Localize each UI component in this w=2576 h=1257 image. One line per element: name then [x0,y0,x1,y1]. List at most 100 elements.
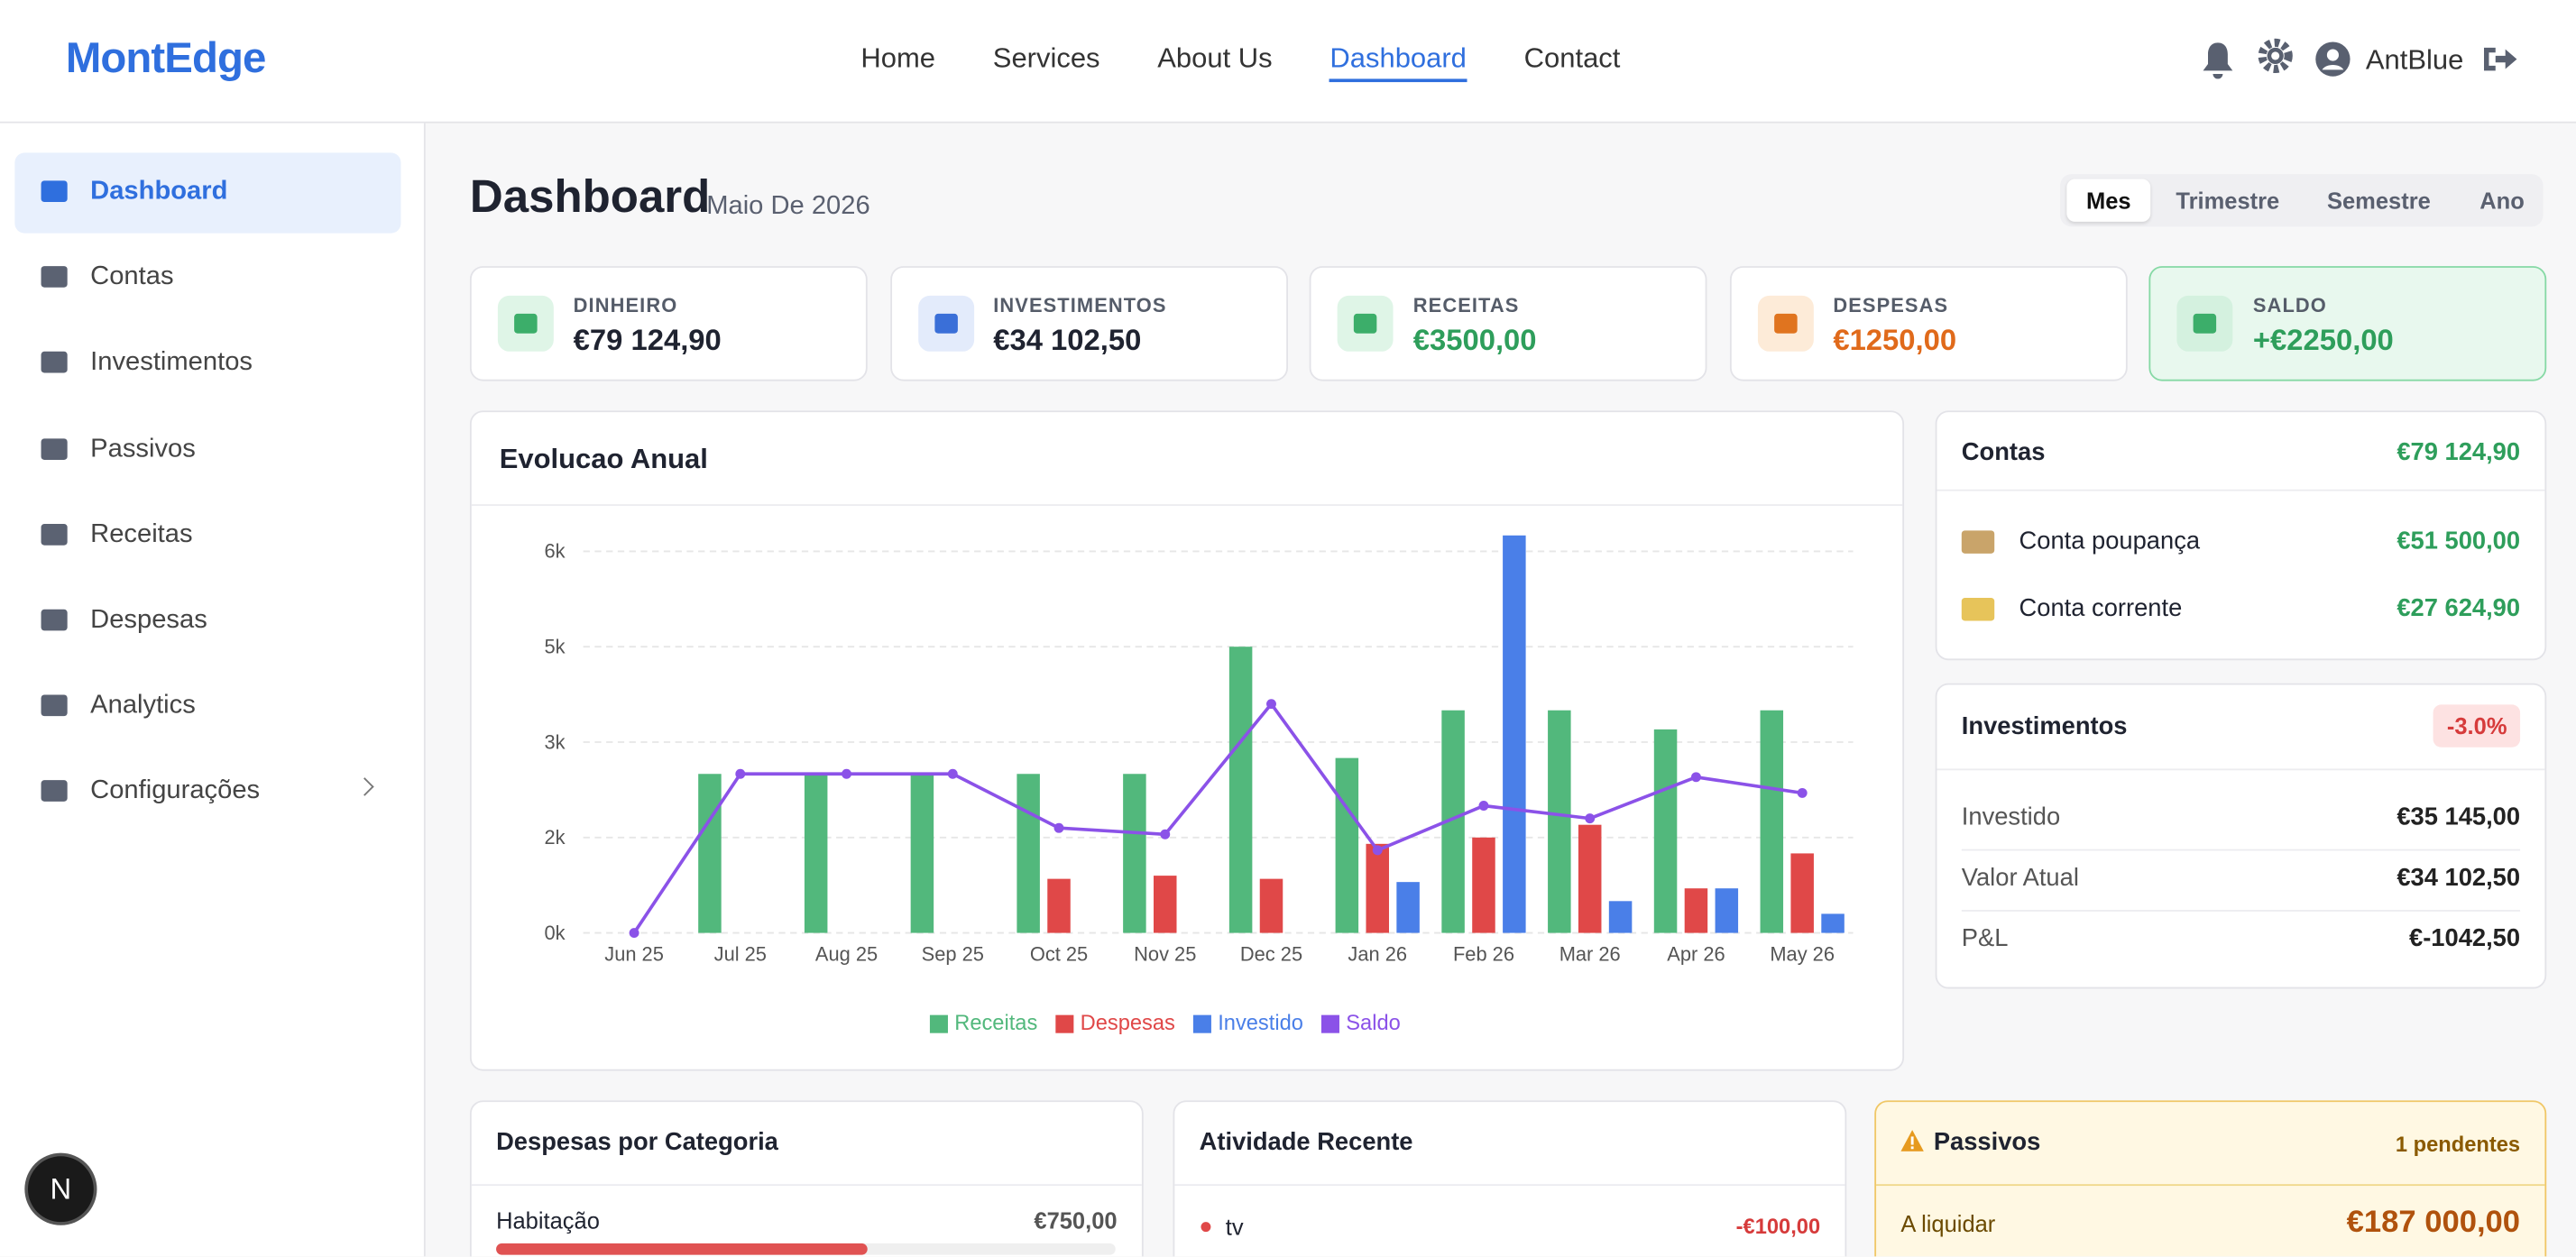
period-tab[interactable]: Trimestre [2176,187,2280,214]
activity-amount: -€100,00 [1735,1214,1821,1239]
warning-icon [1900,1130,1924,1151]
bar [1472,837,1495,933]
settings-icon[interactable] [2258,38,2294,74]
sidebar-item[interactable]: Investimentos [14,325,400,405]
account-amount: €51 500,00 [2397,527,2521,555]
point [1797,787,1808,798]
period-tab[interactable]: Mes [2066,179,2151,222]
x-tick-label: Apr 26 [1667,943,1725,966]
bar [1017,774,1040,933]
icon-glyph [934,313,958,334]
user-name[interactable]: AntBlue [2365,44,2464,76]
stat-value: €1250,00 [1833,323,1957,357]
dev-badge[interactable]: N [27,1156,94,1223]
logo[interactable]: MontEdge [65,32,266,83]
activity-row: tv -€100,00 [1226,1214,1820,1240]
chevron [355,777,374,797]
divider [1937,489,2545,491]
logout-icon[interactable] [2480,42,2520,75]
account: Conta corrente [1961,594,2182,622]
category-name: Habitação [496,1207,600,1234]
legend-swatch [1320,1014,1339,1033]
contas-total: €79 124,90 [2397,438,2521,467]
point [1053,822,1064,833]
y-tick-label: 0k [544,922,565,944]
account-name: Conta poupança [2019,527,2201,555]
sidebar-label: Receitas [90,520,193,548]
sidebar-icon [41,609,68,631]
invest-row: Investido €35 145,00 [1962,803,2520,831]
sidebar-item[interactable]: Analytics [14,667,400,748]
x-tick-label: Jan 26 [1348,943,1407,966]
passivo-name: A liquidar [1900,1210,1996,1237]
bar [804,774,828,933]
bar [1608,901,1633,933]
stat-card: DINHEIRO €79 124,90 [469,266,868,381]
divider [1961,910,2521,912]
bar [1259,878,1283,933]
legend-label: Investido [1218,1012,1303,1035]
sidebar-item[interactable]: Passivos [14,410,400,491]
card-title: Atividade Recente [1199,1128,1413,1157]
period-tab[interactable]: Semestre [2326,187,2431,214]
sidebar-label: Contas [90,262,174,291]
period-tab[interactable]: Ano [2479,187,2525,214]
sidebar-icon [41,780,68,803]
sidebar-item[interactable]: Dashboard [14,152,401,234]
passivo-amount: €187 000,00 [2346,1205,2521,1241]
sidebar-label: Investimentos [90,348,253,377]
invest-value: €-1042,50 [2409,924,2521,953]
nav-link[interactable]: Contact [1523,42,1621,74]
bar [1154,876,1177,933]
stat-icon [497,295,554,352]
period-tabs: Mes Trimestre Semestre Ano [2060,174,2544,227]
activity-name: tv [1225,1214,1244,1241]
sidebar-item[interactable]: Receitas [14,496,400,576]
icon-glyph [2194,313,2217,334]
x-tick-label: Jun 25 [604,943,664,966]
progress-bar [496,1243,868,1255]
atividade-card: Atividade Recente tv -€100,00 [1173,1100,1847,1257]
stat-value: €79 124,90 [573,323,722,357]
bar [1790,853,1814,933]
icon-glyph [1773,313,1798,334]
divider [1937,768,2545,771]
nav-link[interactable]: Home [860,42,936,74]
point [735,768,746,779]
x-tick-label: Aug 25 [815,943,878,966]
nav-link[interactable]: About Us [1157,42,1273,74]
invest-row: P&L €-1042,50 [1962,924,2520,952]
point [947,768,958,779]
point [1266,699,1276,710]
category-amount: €750,00 [1034,1207,1118,1234]
user-icon[interactable] [2314,41,2351,78]
bell-icon[interactable] [2198,40,2238,82]
sidebar-label: Configurações [90,777,261,806]
divider [471,1184,1142,1187]
stat-value: €34 102,50 [993,323,1142,357]
bar [1760,710,1784,933]
point [1585,813,1596,824]
x-tick-label: Dec 25 [1240,943,1302,966]
x-tick-label: Oct 25 [1030,943,1088,966]
stat-label: RECEITAS [1412,294,1520,317]
sidebar-label: Analytics [90,692,196,720]
stat-value: +€2250,00 [2252,323,2394,357]
card-title: Passivos [1933,1128,2041,1157]
point [1478,801,1489,811]
bar [1228,647,1253,933]
nav-link[interactable]: Services [992,42,1100,74]
sidebar-item[interactable]: Despesas [14,582,400,662]
y-tick-label: 3k [544,730,565,753]
legend-label: Despesas [1081,1012,1175,1035]
nav-link[interactable]: Dashboard [1329,42,1467,83]
sidebar-item[interactable]: Configurações [14,753,400,833]
sidebar-item[interactable]: Contas [14,238,400,318]
x-tick-label: Nov 25 [1134,943,1196,966]
sidebar-label: Despesas [90,606,207,635]
card-title: Contas [1961,438,2046,467]
divider [1174,1184,1845,1187]
stat-icon [1757,295,1814,352]
